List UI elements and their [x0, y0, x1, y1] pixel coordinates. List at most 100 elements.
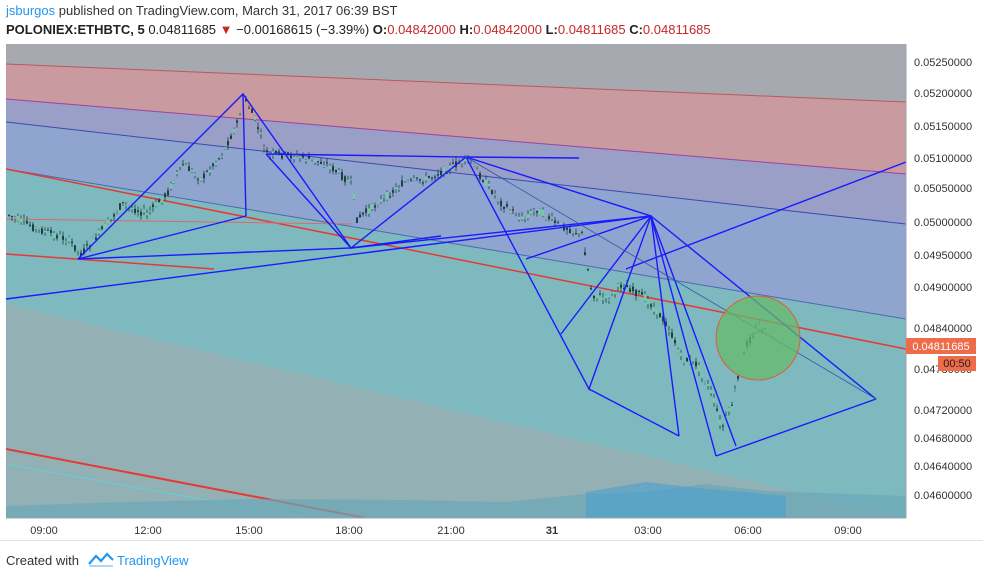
candle-body	[62, 235, 64, 240]
tradingview-link[interactable]: TradingView	[117, 553, 189, 568]
candle-body	[224, 147, 226, 149]
highlight-circle[interactable]	[715, 295, 801, 381]
candle-body	[632, 286, 634, 292]
candle-body	[50, 230, 52, 233]
candle-body	[473, 164, 475, 167]
channel-line[interactable]	[6, 121, 906, 225]
candle-body	[593, 295, 595, 299]
candle-body	[314, 159, 316, 163]
candle-body	[191, 169, 193, 172]
candle-body	[80, 252, 82, 256]
channel-line[interactable]	[6, 63, 906, 103]
candle-body	[599, 293, 601, 295]
candle-body	[656, 307, 658, 315]
candle-body	[11, 216, 13, 218]
candle-body	[134, 208, 136, 213]
candle-body	[185, 164, 187, 167]
price-axis-label: 0.04680000	[914, 433, 972, 445]
candle-body	[533, 210, 535, 212]
candle-body	[482, 180, 484, 182]
candle-body	[215, 162, 217, 166]
high-label: H:	[459, 22, 474, 37]
candle-body	[290, 154, 292, 159]
candle-body	[413, 178, 415, 181]
candle-body	[146, 213, 148, 216]
channel-line[interactable]	[6, 98, 906, 175]
price-axis-labels: 0.05250000 0.05200000 0.05150000 0.05100000…	[914, 57, 972, 502]
candle-body	[596, 296, 598, 299]
last-price: 0.04811685	[148, 22, 217, 37]
candle-body	[143, 209, 145, 213]
candle-body	[119, 203, 121, 210]
red-trend-line[interactable]	[6, 253, 215, 270]
candle-body	[98, 230, 100, 234]
candle-body	[164, 193, 166, 198]
down-arrow-icon: ▼	[219, 22, 233, 37]
candle-body	[662, 316, 664, 322]
candle-body	[344, 176, 346, 182]
candle-body	[176, 172, 178, 174]
candle-body	[428, 175, 430, 178]
candle-body	[500, 200, 502, 207]
candle-body	[299, 156, 301, 158]
candle-body	[653, 307, 655, 312]
red-trend-line[interactable]	[6, 218, 352, 225]
candle-body	[125, 204, 127, 206]
candle-body	[41, 228, 43, 234]
candle-body	[677, 349, 679, 353]
pattern-line	[588, 388, 680, 437]
candle-body	[716, 408, 718, 411]
candle-body	[722, 425, 724, 427]
pattern-line	[715, 398, 877, 457]
price-axis-label: 0.04720000	[914, 405, 972, 417]
candle-body	[326, 162, 328, 164]
candle-body	[548, 216, 550, 219]
candle-body	[611, 291, 613, 294]
chart-area[interactable]: 0.05250000 0.05200000 0.05150000 0.05100000…	[6, 44, 978, 540]
candle-body	[605, 295, 607, 299]
candle-body	[419, 179, 421, 181]
pattern-line	[625, 161, 906, 270]
candle-body	[377, 206, 379, 208]
candle-body	[26, 220, 28, 224]
pattern-line	[242, 93, 247, 217]
candle-body	[629, 288, 631, 293]
candle-body	[398, 188, 400, 190]
candle-body	[137, 210, 139, 213]
candle-body	[560, 222, 562, 227]
channel-line[interactable]	[6, 168, 906, 320]
candle-body	[404, 182, 406, 184]
candle-body	[581, 231, 583, 233]
published-text: published on TradingView.com, March 31, …	[58, 3, 398, 18]
close-label: C:	[629, 22, 643, 37]
candle-body	[695, 361, 697, 367]
candle-body	[374, 205, 376, 208]
price-chart[interactable]: 0.05250000 0.05200000 0.05150000 0.05100000…	[6, 44, 978, 540]
symbol-name[interactable]: POLONIEX:ETHBTC, 5	[6, 22, 145, 37]
time-axis-label: 21:00	[437, 525, 465, 537]
candle-body	[110, 217, 112, 219]
candle-body	[590, 287, 592, 290]
candle-body	[230, 135, 232, 139]
candle-body	[437, 174, 439, 176]
grey-lower-band	[6, 304, 906, 518]
candle-body	[569, 229, 571, 234]
candle-body	[161, 199, 163, 203]
tradingview-logo-icon[interactable]	[88, 551, 114, 572]
candle-body	[578, 230, 580, 233]
candle-body	[431, 177, 433, 179]
candle-body	[617, 284, 619, 287]
time-axis-label: 09:00	[30, 525, 58, 537]
candle-body	[86, 244, 88, 246]
price-axis-label: 0.04950000	[914, 250, 972, 262]
time-axis-label: 18:00	[335, 525, 363, 537]
candle-body	[704, 382, 706, 384]
candle-body	[425, 176, 427, 181]
countdown-label: 00:50	[943, 358, 971, 370]
candle-body	[95, 237, 97, 240]
author-link[interactable]: jsburgos	[6, 3, 56, 18]
price-axis[interactable]	[906, 44, 978, 518]
pattern-line	[560, 215, 652, 335]
time-axis[interactable]	[6, 518, 978, 540]
candle-body	[506, 203, 508, 207]
